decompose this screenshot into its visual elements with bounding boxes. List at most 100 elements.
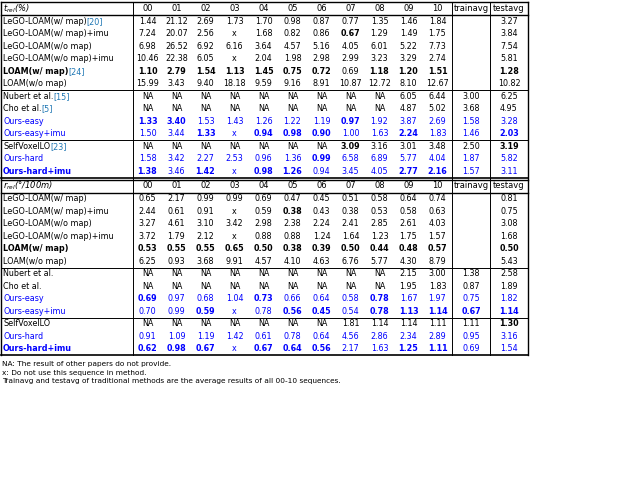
Text: NA: NA <box>345 269 356 278</box>
Text: 0.50: 0.50 <box>340 244 360 253</box>
Text: NA: NA <box>316 282 327 291</box>
Text: NA: The result of other papers do not provide.: NA: The result of other papers do not pr… <box>2 361 171 367</box>
Text: 2.17: 2.17 <box>342 344 360 353</box>
Text: 0.64: 0.64 <box>313 294 330 303</box>
Text: Cho et al.: Cho et al. <box>3 104 42 113</box>
Text: 6.25: 6.25 <box>500 92 518 101</box>
Text: 1.25: 1.25 <box>399 344 419 353</box>
Text: NA: NA <box>142 142 153 151</box>
Text: [20]: [20] <box>87 17 103 26</box>
Text: x: x <box>232 307 237 316</box>
Text: 1.13: 1.13 <box>225 67 244 76</box>
Text: 5.43: 5.43 <box>500 257 518 266</box>
Text: 2.44: 2.44 <box>139 207 156 216</box>
Text: 0.78: 0.78 <box>370 294 389 303</box>
Text: 1.64: 1.64 <box>342 232 359 241</box>
Text: 7.54: 7.54 <box>500 42 518 51</box>
Text: 2.77: 2.77 <box>399 167 419 176</box>
Text: 0.47: 0.47 <box>284 194 301 203</box>
Text: 1.11: 1.11 <box>428 344 447 353</box>
Text: 0.67: 0.67 <box>340 29 360 38</box>
Text: NA: NA <box>171 104 182 113</box>
Text: 1.26: 1.26 <box>255 117 272 126</box>
Text: 12.72: 12.72 <box>368 79 391 88</box>
Text: testavg: testavg <box>493 181 525 190</box>
Text: SelfVoxelLO: SelfVoxelLO <box>3 142 50 151</box>
Text: 1.54: 1.54 <box>500 344 518 353</box>
Text: 5.16: 5.16 <box>313 42 330 51</box>
Text: NA: NA <box>200 319 211 328</box>
Text: 2.16: 2.16 <box>428 167 447 176</box>
Text: NA: NA <box>171 319 182 328</box>
Text: 0.94: 0.94 <box>313 167 330 176</box>
Text: 0.77: 0.77 <box>342 17 360 26</box>
Text: 1.33: 1.33 <box>138 117 157 126</box>
Text: x: x <box>232 232 237 241</box>
Text: 3.23: 3.23 <box>371 54 388 63</box>
Text: 0.61: 0.61 <box>255 332 272 341</box>
Text: 1.33: 1.33 <box>196 129 215 138</box>
Text: 0.58: 0.58 <box>371 194 388 203</box>
Text: 1.09: 1.09 <box>168 332 186 341</box>
Text: 3.87: 3.87 <box>400 117 417 126</box>
Text: 6.01: 6.01 <box>371 42 388 51</box>
Text: 3.42: 3.42 <box>168 154 186 163</box>
Text: 02: 02 <box>200 4 211 13</box>
Text: NA: NA <box>200 282 211 291</box>
Text: NA: NA <box>171 282 182 291</box>
Text: 1.29: 1.29 <box>371 29 388 38</box>
Text: 0.50: 0.50 <box>253 244 273 253</box>
Text: 1.45: 1.45 <box>253 67 273 76</box>
Text: 2.24: 2.24 <box>312 219 330 228</box>
Text: 2.99: 2.99 <box>342 54 360 63</box>
Text: 1.28: 1.28 <box>499 67 519 76</box>
Text: 1.84: 1.84 <box>429 17 446 26</box>
Text: 3.64: 3.64 <box>255 42 272 51</box>
Text: NA: NA <box>229 104 240 113</box>
Text: NA: NA <box>316 92 327 101</box>
Text: 10.82: 10.82 <box>498 79 520 88</box>
Text: 0.82: 0.82 <box>284 29 301 38</box>
Text: 1.35: 1.35 <box>371 17 388 26</box>
Text: 0.69: 0.69 <box>255 194 272 203</box>
Text: 26.52: 26.52 <box>165 42 188 51</box>
Text: 0.48: 0.48 <box>399 244 419 253</box>
Text: 1.53: 1.53 <box>196 117 214 126</box>
Text: NA: NA <box>171 269 182 278</box>
Text: 0.87: 0.87 <box>313 17 330 26</box>
Text: 1.79: 1.79 <box>168 232 186 241</box>
Text: 0.99: 0.99 <box>312 154 332 163</box>
Text: $r_{rel}$(°/100m): $r_{rel}$(°/100m) <box>3 180 53 192</box>
Text: 1.58: 1.58 <box>462 117 480 126</box>
Text: Ours-hard: Ours-hard <box>3 332 43 341</box>
Text: 2.85: 2.85 <box>371 219 388 228</box>
Text: 4.57: 4.57 <box>284 42 301 51</box>
Text: NA: NA <box>142 319 153 328</box>
Text: NA: NA <box>258 92 269 101</box>
Text: NA: NA <box>229 142 240 151</box>
Text: 3.84: 3.84 <box>500 29 518 38</box>
Text: 0.39: 0.39 <box>312 244 332 253</box>
Text: 0.88: 0.88 <box>255 232 272 241</box>
Text: 6.58: 6.58 <box>342 154 359 163</box>
Text: NA: NA <box>258 319 269 328</box>
Text: 1.82: 1.82 <box>500 294 518 303</box>
Text: NA: NA <box>200 92 211 101</box>
Text: Ours-easy+imu: Ours-easy+imu <box>3 307 65 316</box>
Text: LeGO-LOAM(w/ map)+imu: LeGO-LOAM(w/ map)+imu <box>3 207 109 216</box>
Text: 3.43: 3.43 <box>168 79 185 88</box>
Text: NA: NA <box>345 92 356 101</box>
Text: 4.57: 4.57 <box>255 257 273 266</box>
Text: trainavg: trainavg <box>453 181 488 190</box>
Text: 10.46: 10.46 <box>136 54 159 63</box>
Text: 0.43: 0.43 <box>313 207 330 216</box>
Text: 0.61: 0.61 <box>168 207 185 216</box>
Text: 0.78: 0.78 <box>255 307 272 316</box>
Text: 4.63: 4.63 <box>313 257 330 266</box>
Text: 0.45: 0.45 <box>312 307 332 316</box>
Text: 0.58: 0.58 <box>400 207 417 216</box>
Text: 0.59: 0.59 <box>255 207 273 216</box>
Text: 1.30: 1.30 <box>499 319 519 328</box>
Text: 1.57: 1.57 <box>429 232 446 241</box>
Text: SelfVoxelLO: SelfVoxelLO <box>3 319 50 328</box>
